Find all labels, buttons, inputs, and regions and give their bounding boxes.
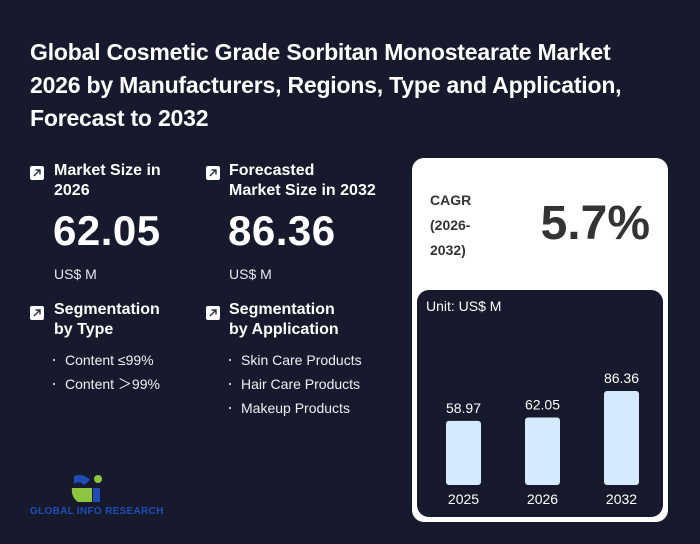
- arrow-up-right-icon: [30, 166, 44, 180]
- type-list: Content ≤99% Content ＞99%: [53, 348, 160, 396]
- list-item: Content ＞99%: [53, 372, 160, 396]
- x-tick-label: 2025: [448, 491, 479, 507]
- market-size-unit: US$ M: [54, 266, 97, 282]
- logo-text: GLOBAL INFO RESEARCH: [30, 506, 164, 517]
- segmentation-type-label: Segmentation by Type: [54, 300, 204, 340]
- bar-value-label: 86.36: [604, 370, 639, 386]
- list-item: Skin Care Products: [229, 348, 362, 372]
- cagr-card: CAGR (2026- 2032) 5.7% Unit: US$ M 58.97…: [412, 158, 668, 522]
- cagr-label-line2: (2026-: [430, 217, 471, 233]
- company-logo: GLOBAL INFO RESEARCH: [28, 468, 178, 520]
- market-size-value: 62.05: [53, 207, 161, 254]
- arrow-up-right-icon: [206, 166, 220, 180]
- bar-2032: [604, 391, 639, 485]
- segmentation-type-line2: by Type: [54, 321, 114, 338]
- list-item: Hair Care Products: [229, 372, 362, 396]
- segmentation-application-line2: by Application: [229, 321, 339, 338]
- bar-2026: [525, 417, 560, 485]
- bar-chart: 58.97 2025 62.05 2026 86.36 2032: [446, 370, 639, 507]
- cagr-value: 5.7%: [540, 197, 650, 250]
- cagr-label-line1: CAGR: [430, 192, 472, 208]
- bar-2025: [446, 420, 481, 485]
- segmentation-type-line1: Segmentation: [54, 301, 160, 318]
- x-tick-label: 2032: [606, 491, 637, 507]
- forecast-value: 86.36: [228, 207, 336, 254]
- arrow-up-right-icon: [30, 306, 44, 320]
- application-list: Skin Care Products Hair Care Products Ma…: [229, 348, 362, 420]
- forecast-label-line2: Market Size in 2032: [229, 182, 376, 199]
- cagr-label: CAGR (2026- 2032): [430, 188, 490, 263]
- list-item: Makeup Products: [229, 396, 362, 420]
- market-size-label: Market Size in 2026: [54, 162, 161, 199]
- x-tick-label: 2026: [527, 491, 558, 507]
- bar-value-label: 58.97: [446, 400, 481, 416]
- segmentation-application-line1: Segmentation: [229, 301, 335, 318]
- list-item: Content ≤99%: [53, 348, 160, 372]
- forecast-label: Forecasted Market Size in 2032: [229, 161, 409, 201]
- chart-unit-label: Unit: US$ M: [426, 298, 502, 314]
- page-title: Global Cosmetic Grade Sorbitan Monostear…: [30, 39, 622, 131]
- segmentation-application-label: Segmentation by Application: [229, 300, 399, 340]
- bar-value-label: 62.05: [525, 396, 560, 412]
- forecast-unit: US$ M: [229, 266, 272, 282]
- logo-mark-icon: [71, 474, 102, 502]
- cagr-label-line3: 2032): [430, 242, 466, 258]
- arrow-up-right-icon: [206, 306, 220, 320]
- forecast-label-line1: Forecasted: [229, 162, 315, 179]
- chart-panel: Unit: US$ M 58.97 2025 62.05 2026 86.36 2032: [417, 290, 663, 517]
